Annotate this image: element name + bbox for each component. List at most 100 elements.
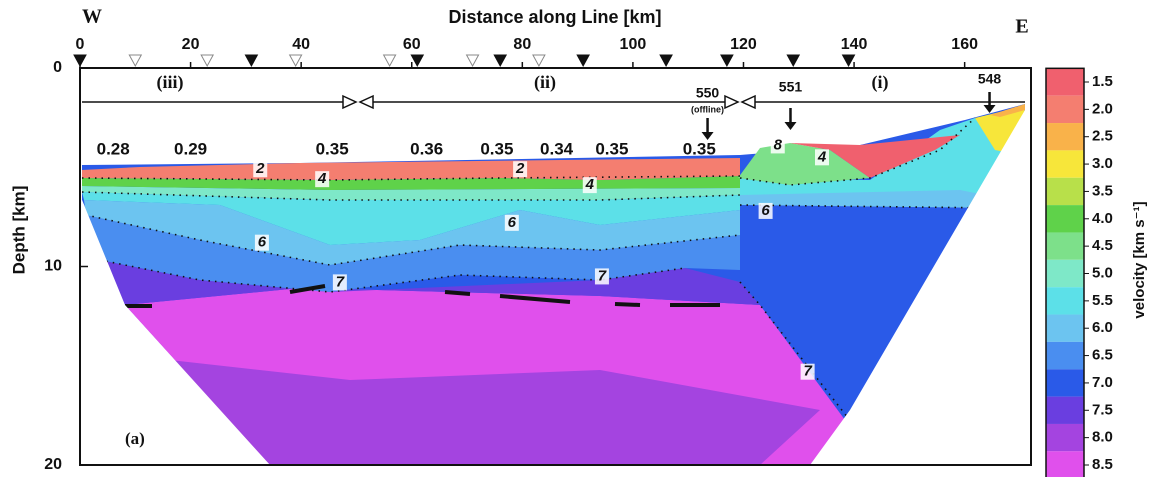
station-marker — [382, 54, 397, 68]
station-arrowhead — [701, 132, 714, 140]
east-label: E — [1015, 16, 1028, 38]
contour-label: 6 — [508, 214, 517, 231]
contour — [739, 204, 1001, 209]
layer — [790, 135, 960, 178]
thickness-label: 0.28 — [97, 139, 130, 158]
colorbar-swatch — [1046, 396, 1084, 424]
colorbar-tick-label: 2.0 — [1092, 100, 1113, 117]
contour-label-box — [758, 202, 773, 219]
x-tick-label: 100 — [620, 36, 647, 53]
colorbar-tick-label: 8.0 — [1092, 429, 1113, 446]
colorbar-tick-label: 6.0 — [1092, 319, 1113, 336]
x-tick-label: 120 — [730, 36, 757, 53]
contour-label: 7 — [336, 273, 345, 290]
colorbar-swatch — [1046, 287, 1084, 315]
colorbar-tick-label: 1.5 — [1092, 73, 1113, 90]
contour-label: 4 — [317, 170, 327, 187]
contour — [81, 191, 741, 201]
contour-label: 8 — [774, 136, 783, 153]
y-axis-label: Depth [km] — [9, 186, 28, 275]
colorbar-swatch — [1046, 177, 1084, 206]
contour-label: 7 — [598, 267, 607, 284]
region-arrows — [82, 94, 1025, 110]
station-arrowhead — [983, 105, 996, 113]
layer — [82, 186, 740, 200]
y-tick-label: 10 — [44, 258, 62, 275]
layer — [82, 192, 740, 245]
thickness-label: 0.35 — [683, 139, 716, 158]
colorbar-swatch — [1046, 150, 1084, 178]
panel-label: (a) — [125, 429, 145, 448]
colorbar-swatch — [1046, 369, 1084, 397]
colorbar-swatch — [1046, 232, 1084, 260]
layer — [990, 104, 1025, 117]
layer — [84, 200, 740, 265]
contour — [81, 175, 741, 181]
station-arrowhead — [784, 122, 797, 130]
thickness-label: 0.34 — [540, 139, 574, 158]
x-tick-label: 20 — [182, 36, 200, 53]
layer — [82, 176, 740, 190]
contour-label: 7 — [803, 363, 812, 380]
station-marker — [73, 54, 87, 68]
colorbar-swatch — [1046, 123, 1084, 151]
thickness-label: 0.35 — [595, 139, 628, 158]
layer — [82, 158, 740, 180]
contour-label-box — [332, 274, 347, 291]
x-tick-label: 60 — [403, 36, 421, 53]
moho-segments — [125, 284, 720, 308]
west-label: W — [82, 6, 102, 28]
offline-note: (offline) — [691, 104, 724, 114]
station-marker — [128, 54, 143, 68]
contour-label-box — [594, 268, 609, 285]
contour-label-box — [815, 149, 830, 166]
contour — [739, 117, 976, 186]
y-tick-label: 20 — [44, 456, 62, 473]
thickness-label: 0.35 — [480, 139, 513, 158]
contour-label-box — [315, 171, 330, 188]
station-marker — [720, 54, 734, 68]
contour-label: 4 — [817, 148, 827, 165]
x-tick-label: 160 — [951, 36, 978, 53]
x-tick-label: 80 — [513, 36, 531, 53]
mask — [82, 200, 270, 465]
contour — [99, 259, 686, 293]
station-marker — [659, 54, 673, 68]
x-tick-label: 40 — [292, 36, 310, 53]
layer — [738, 143, 870, 185]
contour-label-box — [582, 177, 597, 194]
station-marker — [465, 54, 480, 68]
layer — [740, 200, 1000, 418]
colorbar-swatch — [1046, 68, 1084, 96]
x-tick-label: 140 — [841, 36, 868, 53]
colorbar-tick-label: 2.5 — [1092, 128, 1113, 145]
contour-label-box — [513, 161, 528, 178]
colorbar-swatch — [1046, 314, 1084, 342]
station-marker — [493, 54, 508, 68]
colorbar-tick-label: 4.5 — [1092, 237, 1113, 254]
thickness-label: 0.36 — [410, 139, 443, 158]
station-marker — [841, 54, 856, 68]
thickness-label: 0.29 — [174, 139, 207, 158]
station-marker — [288, 54, 303, 68]
colorbar-swatch — [1046, 451, 1084, 477]
station-marker — [410, 54, 425, 68]
station-marker — [786, 54, 801, 68]
station-label: 548 — [978, 71, 1002, 87]
contour-label: 2 — [255, 160, 265, 177]
station-marker — [244, 54, 259, 68]
x-tick-label: 0 — [76, 36, 85, 53]
station-label: 550 — [696, 85, 720, 101]
station-marker — [576, 54, 590, 68]
velocity-model — [81, 104, 1025, 465]
colorbar-swatch — [1046, 95, 1084, 124]
mask — [810, 110, 1025, 465]
layer — [100, 260, 760, 305]
chart-title: Distance along Line [km] — [448, 7, 661, 27]
contour-label-box — [254, 234, 269, 251]
region-label: (iii) — [157, 72, 184, 93]
colorbar-swatch — [1046, 423, 1084, 452]
colorbar-tick-label: 6.5 — [1092, 347, 1113, 364]
contour-label-box — [504, 214, 519, 231]
